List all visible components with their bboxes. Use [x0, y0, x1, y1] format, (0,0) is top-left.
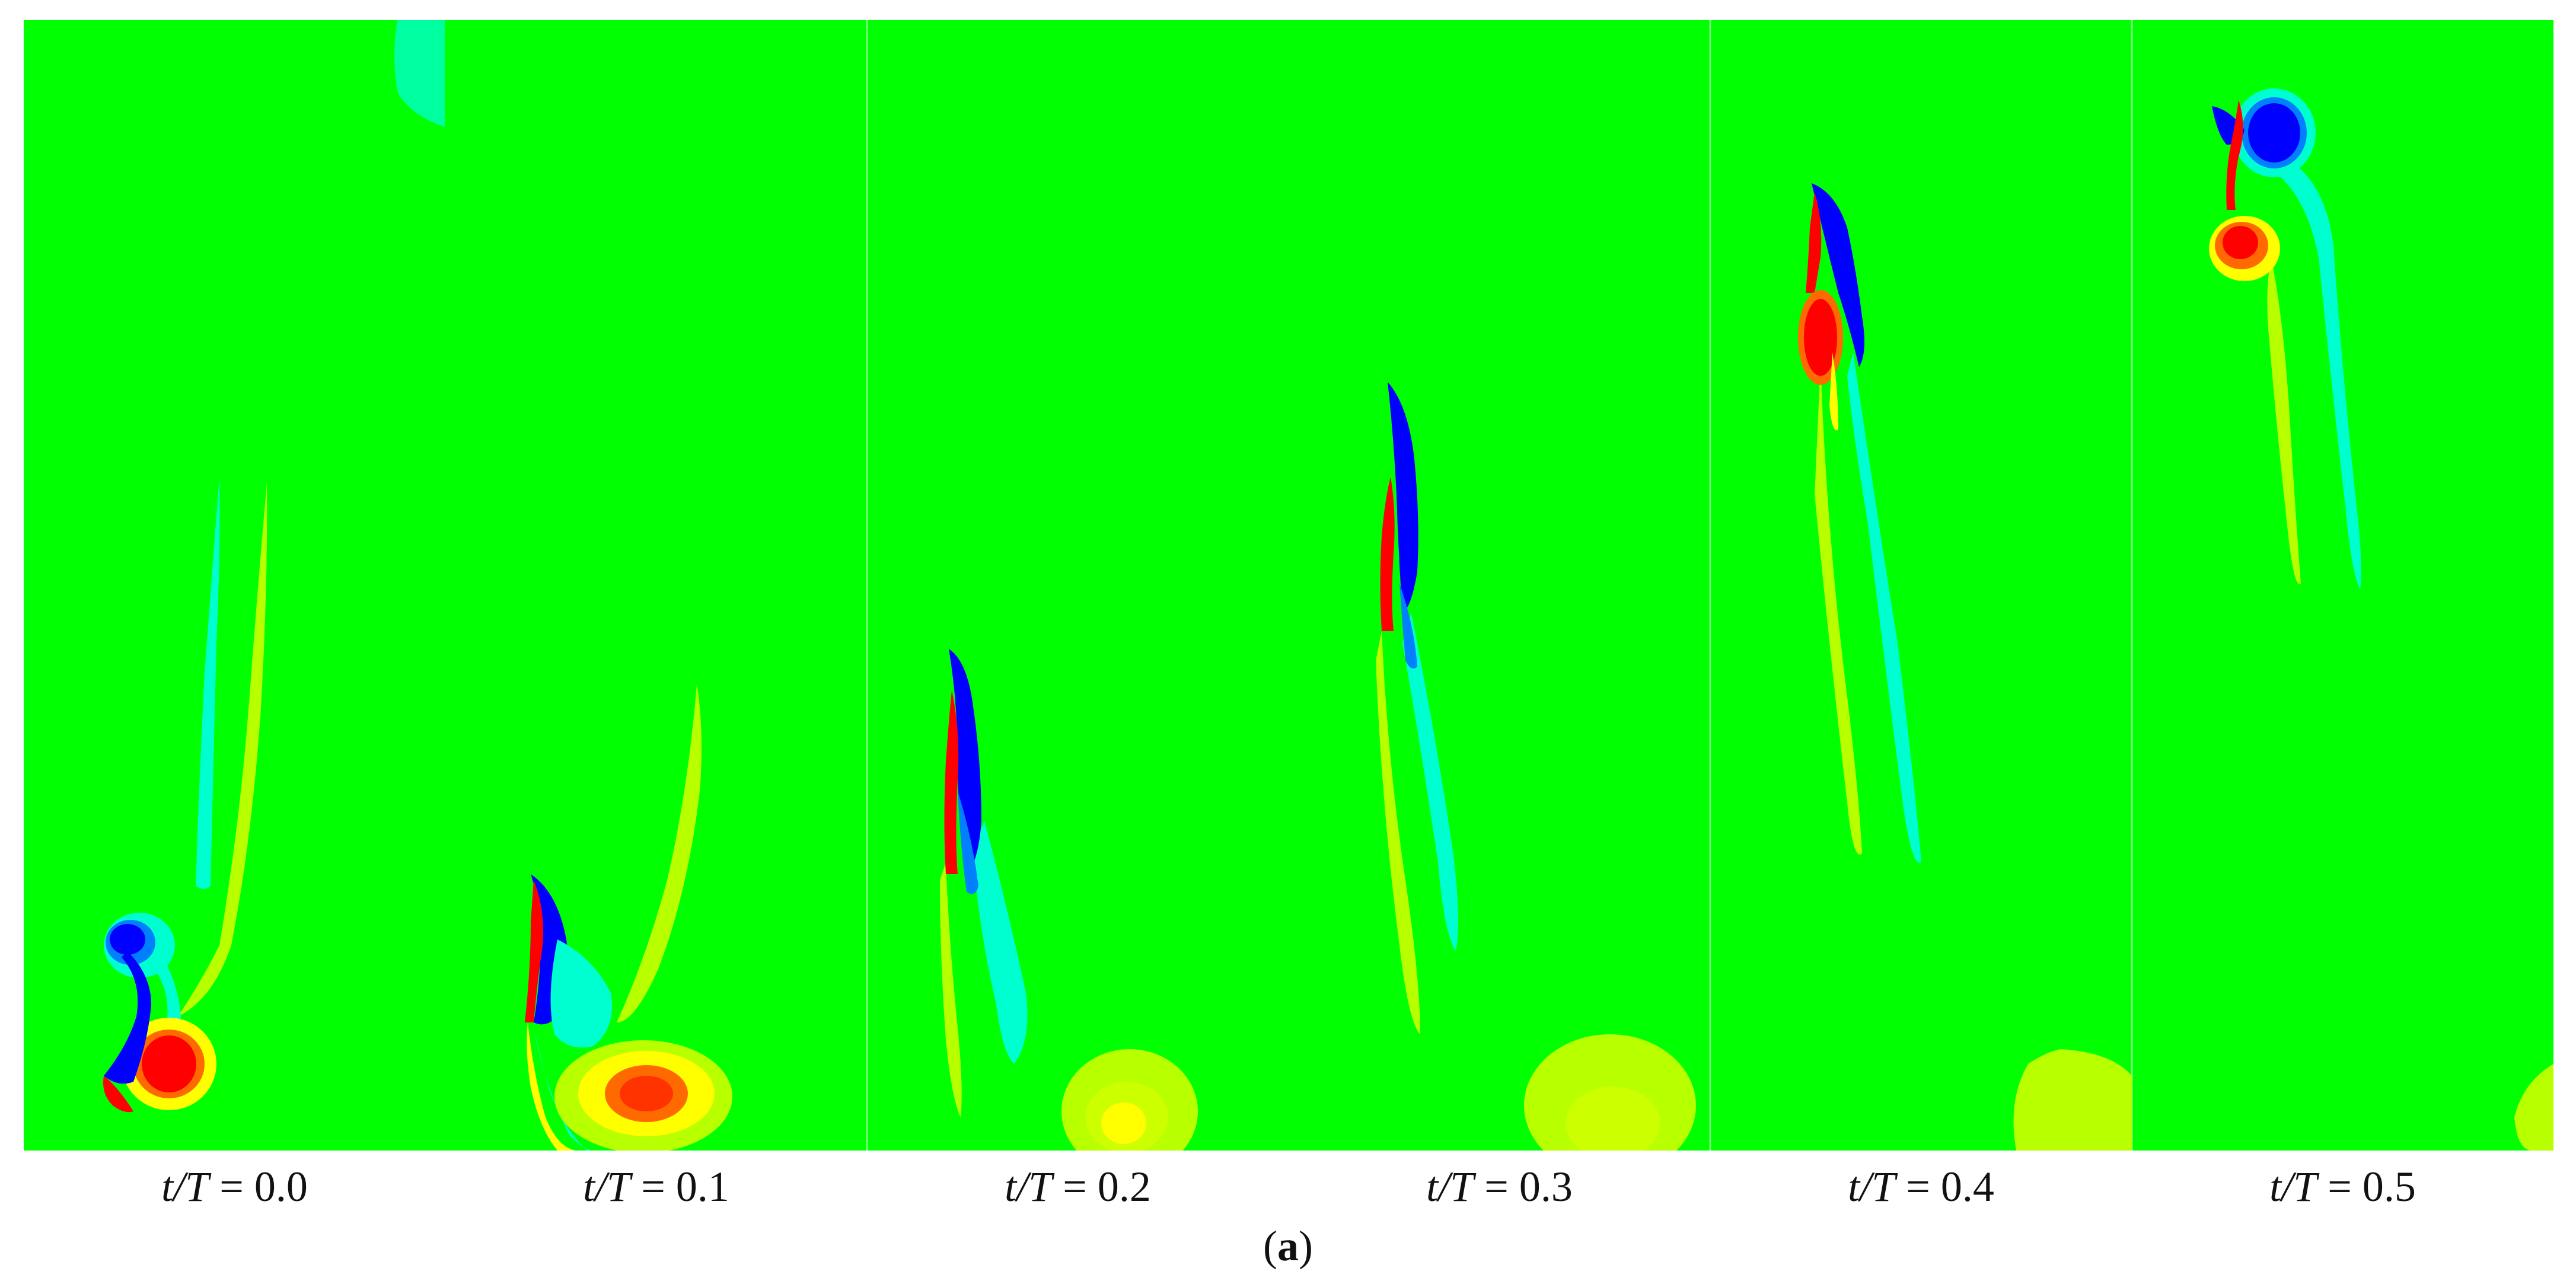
vorticity-contour-figure	[24, 20, 2553, 1151]
frame-label-eq: =	[209, 1163, 254, 1210]
frame-label-eq: =	[2317, 1163, 2363, 1210]
frame-label-2: t/T = 0.2	[867, 1162, 1289, 1212]
subfigure-caption: (a)	[0, 1222, 2576, 1271]
frame-4-wake	[1798, 183, 2132, 1151]
frame-label-var: t/T	[1005, 1163, 1053, 1210]
frame-label-0: t/T = 0.0	[24, 1162, 445, 1212]
flow-field-background	[24, 20, 2553, 1151]
frame-label-5: t/T = 0.5	[2132, 1162, 2553, 1212]
frame-label-3: t/T = 0.3	[1289, 1162, 1710, 1212]
frame-label-var: t/T	[1848, 1163, 1896, 1210]
frame-label-eq: =	[1895, 1163, 1941, 1210]
frame-label-1: t/T = 0.1	[445, 1162, 867, 1212]
frame-label-eq: =	[1052, 1163, 1098, 1210]
frame-label-value: 0.1	[675, 1163, 729, 1210]
frame-label-eq: =	[630, 1163, 676, 1210]
frame-1-wake	[525, 684, 732, 1151]
frame-3-wake	[1376, 382, 1696, 1151]
frame-label-value: 0.0	[254, 1163, 308, 1210]
frame-label-value: 0.3	[1519, 1163, 1573, 1210]
frame-label-var: t/T	[161, 1163, 209, 1210]
frame-0-wake	[103, 20, 445, 1113]
frame-5-wake	[2209, 88, 2553, 1151]
frame-label-var: t/T	[583, 1163, 631, 1210]
frame-label-var: t/T	[1426, 1163, 1474, 1210]
caption-open-paren: (	[1263, 1222, 1277, 1270]
frame-label-eq: =	[1474, 1163, 1519, 1210]
frame-2-wake	[940, 649, 1198, 1151]
frame-label-value: 0.2	[1097, 1163, 1151, 1210]
caption-close-paren: )	[1299, 1222, 1313, 1270]
frame-label-4: t/T = 0.4	[1710, 1162, 2132, 1212]
frame-label-value: 0.5	[2362, 1163, 2416, 1210]
caption-letter: a	[1277, 1222, 1299, 1270]
frame-label-var: t/T	[2269, 1163, 2317, 1210]
frame-label-value: 0.4	[1940, 1163, 1994, 1210]
